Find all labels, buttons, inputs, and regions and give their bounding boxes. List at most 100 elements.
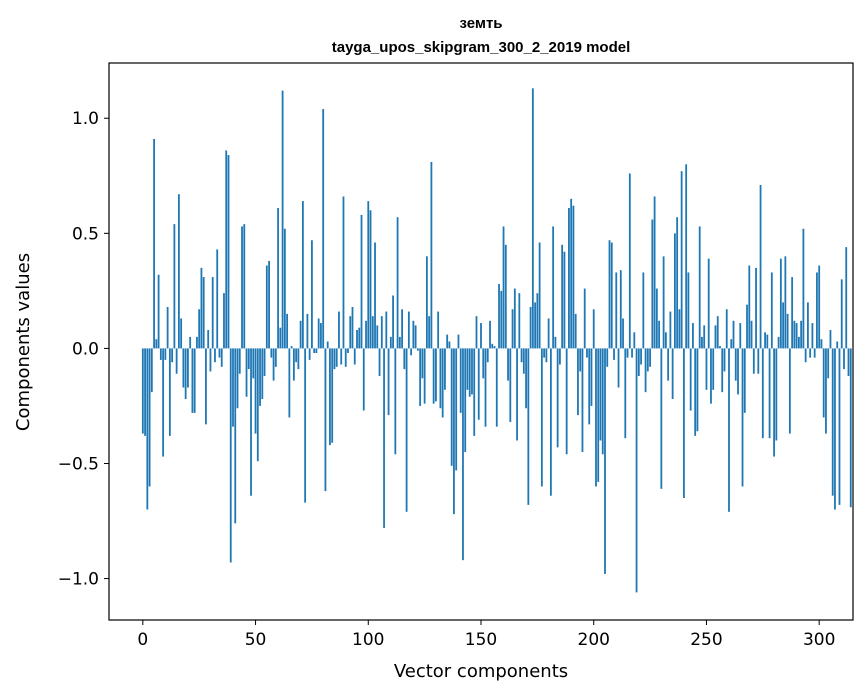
y-tick-label-1: −0.5 [58, 454, 99, 474]
bar-98 [362, 348, 365, 411]
bar-243 [689, 348, 692, 411]
bar-305 [829, 329, 832, 349]
bar-13 [171, 348, 174, 363]
bar-148 [475, 316, 478, 349]
bar-242 [687, 272, 690, 349]
bar-234 [669, 311, 672, 349]
bar-299 [816, 272, 818, 349]
bar-214 [624, 348, 627, 439]
bar-55 [265, 265, 268, 349]
bar-276 [764, 332, 766, 349]
bar-222 [642, 272, 645, 349]
bar-265 [739, 323, 742, 349]
bar-27 [202, 277, 205, 349]
bar-203 [599, 348, 602, 441]
y-axis-ticks: −1.0 −0.5 0.0 0.5 1.0 [58, 109, 109, 590]
bar-100 [367, 201, 370, 349]
bar-206 [606, 348, 609, 367]
bar-306 [831, 348, 834, 496]
bar-90 [344, 348, 347, 367]
bar-296 [809, 348, 812, 358]
bar-92 [349, 316, 352, 349]
bar-283 [779, 258, 782, 349]
bar-130 [435, 348, 437, 402]
bar-272 [755, 267, 757, 349]
bar-190 [570, 198, 573, 349]
bar-261 [730, 339, 733, 349]
bar-129 [432, 348, 435, 404]
bar-249 [703, 325, 706, 349]
bar-70 [299, 320, 302, 349]
bar-125 [423, 348, 426, 404]
bar-258 [723, 348, 726, 372]
bar-144 [466, 348, 469, 390]
bar-51 [256, 348, 259, 462]
bar-232 [664, 332, 667, 349]
bar-295 [807, 302, 809, 349]
y-tick-label-3: 0.5 [72, 224, 99, 244]
bar-212 [619, 270, 622, 349]
bar-254 [714, 325, 717, 349]
bar-292 [800, 320, 803, 349]
bar-287 [788, 348, 791, 434]
bar-173 [531, 88, 534, 349]
bar-97 [360, 214, 363, 349]
bar-132 [439, 348, 442, 409]
bar-160 [502, 226, 505, 349]
bar-115 [401, 309, 403, 349]
bar-220 [637, 348, 640, 377]
bar-60 [277, 208, 279, 349]
bar-35 [220, 348, 223, 367]
bar-145 [468, 348, 471, 397]
bar-246 [696, 348, 699, 432]
bar-80 [322, 109, 325, 349]
bar-34 [218, 348, 221, 358]
bar-248 [701, 336, 703, 349]
bar-105 [378, 348, 381, 377]
bar-153 [486, 348, 489, 363]
bar-210 [615, 272, 618, 349]
bar-167 [518, 293, 521, 349]
bar-15 [175, 348, 178, 374]
bar-255 [716, 316, 719, 349]
bar-269 [748, 265, 751, 349]
bar-64 [286, 313, 289, 349]
bar-127 [428, 316, 431, 349]
bar-204 [601, 348, 604, 455]
bar-10 [164, 348, 167, 360]
bar-56 [268, 260, 270, 349]
bar-9 [162, 348, 165, 457]
bar-149 [477, 348, 480, 420]
bar-28 [205, 348, 207, 425]
bar-31 [211, 277, 214, 349]
bar-176 [538, 242, 541, 349]
bar-128 [430, 161, 433, 349]
bar-113 [396, 217, 399, 349]
bar-43 [238, 348, 241, 374]
bar-221 [640, 348, 642, 365]
bar-124 [421, 348, 424, 379]
bar-271 [752, 348, 755, 374]
bar-186 [561, 244, 564, 349]
bar-65 [288, 348, 291, 418]
bar-17 [180, 318, 183, 349]
bar-193 [577, 348, 579, 416]
bar-104 [376, 325, 379, 349]
bar-247 [698, 226, 701, 349]
bar-133 [441, 348, 444, 418]
bar-79 [320, 323, 322, 349]
bar-19 [184, 348, 187, 400]
bar-157 [495, 348, 498, 427]
y-tick-label-2: 0.0 [72, 339, 99, 359]
bar-47 [247, 348, 250, 370]
bar-273 [757, 348, 760, 374]
bar-21 [189, 336, 192, 349]
bar-95 [356, 329, 358, 349]
bar-187 [563, 251, 566, 349]
bar-16 [177, 194, 180, 349]
bar-288 [791, 277, 794, 349]
bar-198 [588, 348, 591, 425]
bar-152 [484, 348, 487, 427]
bar-304 [827, 348, 830, 379]
bar-110 [389, 336, 392, 349]
